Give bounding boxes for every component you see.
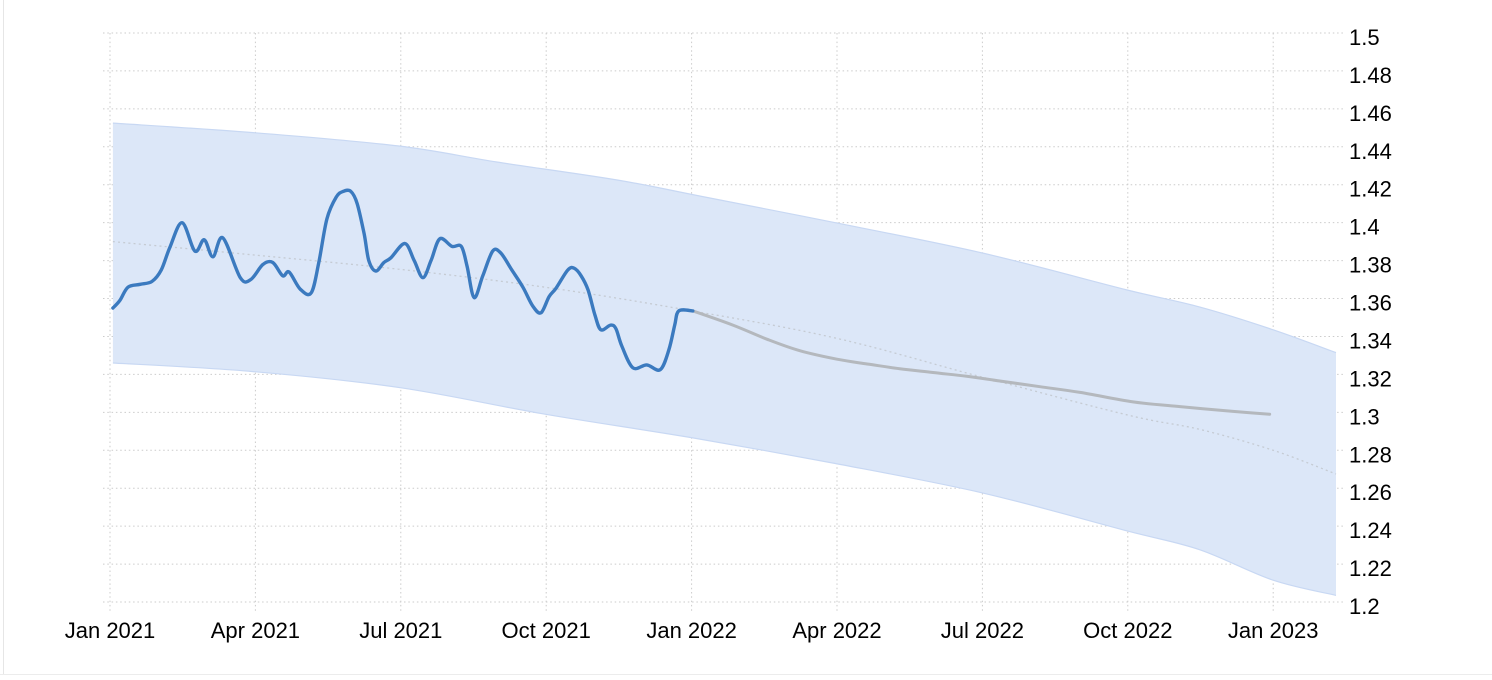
y-axis-label: 1.42	[1349, 177, 1392, 202]
y-axis-label: 1.34	[1349, 328, 1392, 353]
y-axis-label: 1.38	[1349, 253, 1392, 278]
y-axis-label: 1.36	[1349, 291, 1392, 316]
x-axis-label: Oct 2022	[1083, 618, 1172, 643]
y-axis-label: 1.28	[1349, 442, 1392, 467]
x-axis-label: Oct 2021	[502, 618, 591, 643]
y-axis-label: 1.22	[1349, 556, 1392, 581]
y-axis-label: 1.3	[1349, 404, 1380, 429]
y-axis-label: 1.4	[1349, 215, 1380, 240]
y-axis-label: 1.44	[1349, 139, 1392, 164]
y-axis-label: 1.48	[1349, 63, 1392, 88]
x-axis-label: Jan 2021	[65, 618, 156, 643]
confidence-band	[112, 123, 1336, 596]
y-axis-label: 1.24	[1349, 518, 1392, 543]
y-axis-label: 1.26	[1349, 480, 1392, 505]
y-axis-label: 1.5	[1349, 25, 1380, 50]
y-axis-label: 1.46	[1349, 101, 1392, 126]
y-axis-label: 1.32	[1349, 366, 1392, 391]
x-axis-label: Jul 2021	[359, 618, 442, 643]
y-axis-label: 1.2	[1349, 594, 1380, 619]
x-axis-label: Apr 2022	[792, 618, 881, 643]
confidence-band-lower-edge	[112, 362, 1337, 596]
x-axis-label: Jan 2023	[1228, 618, 1319, 643]
x-axis-label: Apr 2021	[211, 618, 300, 643]
x-axis-label: Jan 2022	[646, 618, 737, 643]
frame-border-left	[3, 0, 4, 675]
frame-border-bottom	[0, 674, 1492, 675]
forecast-line	[691, 309, 1272, 416]
price-line	[111, 188, 695, 372]
confidence-band-upper-edge	[112, 122, 1337, 354]
x-axis-label: Jul 2022	[941, 618, 1024, 643]
